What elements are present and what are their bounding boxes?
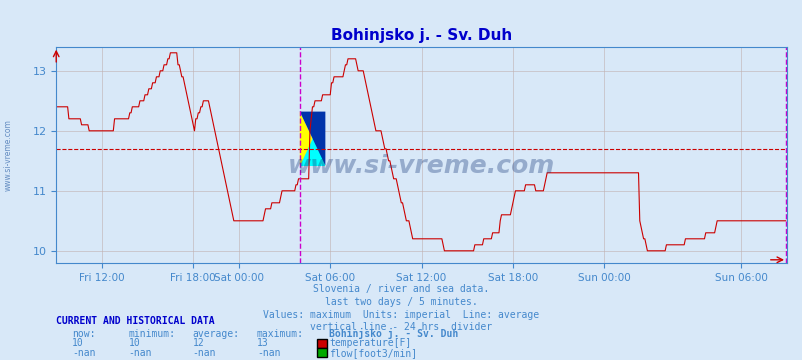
Text: -nan: -nan — [128, 348, 152, 358]
Text: 10: 10 — [128, 338, 140, 348]
Text: www.si-vreme.com: www.si-vreme.com — [288, 154, 554, 177]
Text: -nan: -nan — [72, 348, 95, 358]
Text: www.si-vreme.com: www.si-vreme.com — [3, 119, 13, 191]
Title: Bohinjsko j. - Sv. Duh: Bohinjsko j. - Sv. Duh — [330, 28, 512, 43]
Text: maximum:: maximum: — [257, 329, 304, 339]
Text: -nan: -nan — [192, 348, 216, 358]
Text: 12: 12 — [192, 338, 205, 348]
Text: temperature[F]: temperature[F] — [329, 338, 411, 348]
Text: Slovenia / river and sea data.: Slovenia / river and sea data. — [313, 284, 489, 294]
Text: -nan: -nan — [257, 348, 280, 358]
Text: flow[foot3/min]: flow[foot3/min] — [329, 348, 417, 358]
Text: Bohinjsko j. - Sv. Duh: Bohinjsko j. - Sv. Duh — [329, 328, 458, 339]
Text: minimum:: minimum: — [128, 329, 176, 339]
Text: Values: maximum  Units: imperial  Line: average: Values: maximum Units: imperial Line: av… — [263, 310, 539, 320]
Text: 10: 10 — [72, 338, 84, 348]
Text: vertical line - 24 hrs  divider: vertical line - 24 hrs divider — [310, 322, 492, 332]
Text: 13: 13 — [257, 338, 269, 348]
Text: CURRENT AND HISTORICAL DATA: CURRENT AND HISTORICAL DATA — [56, 316, 215, 326]
Text: average:: average: — [192, 329, 240, 339]
Polygon shape — [299, 112, 325, 166]
Polygon shape — [299, 112, 325, 166]
Polygon shape — [299, 112, 325, 166]
Text: last two days / 5 minutes.: last two days / 5 minutes. — [325, 297, 477, 307]
Text: now:: now: — [72, 329, 95, 339]
